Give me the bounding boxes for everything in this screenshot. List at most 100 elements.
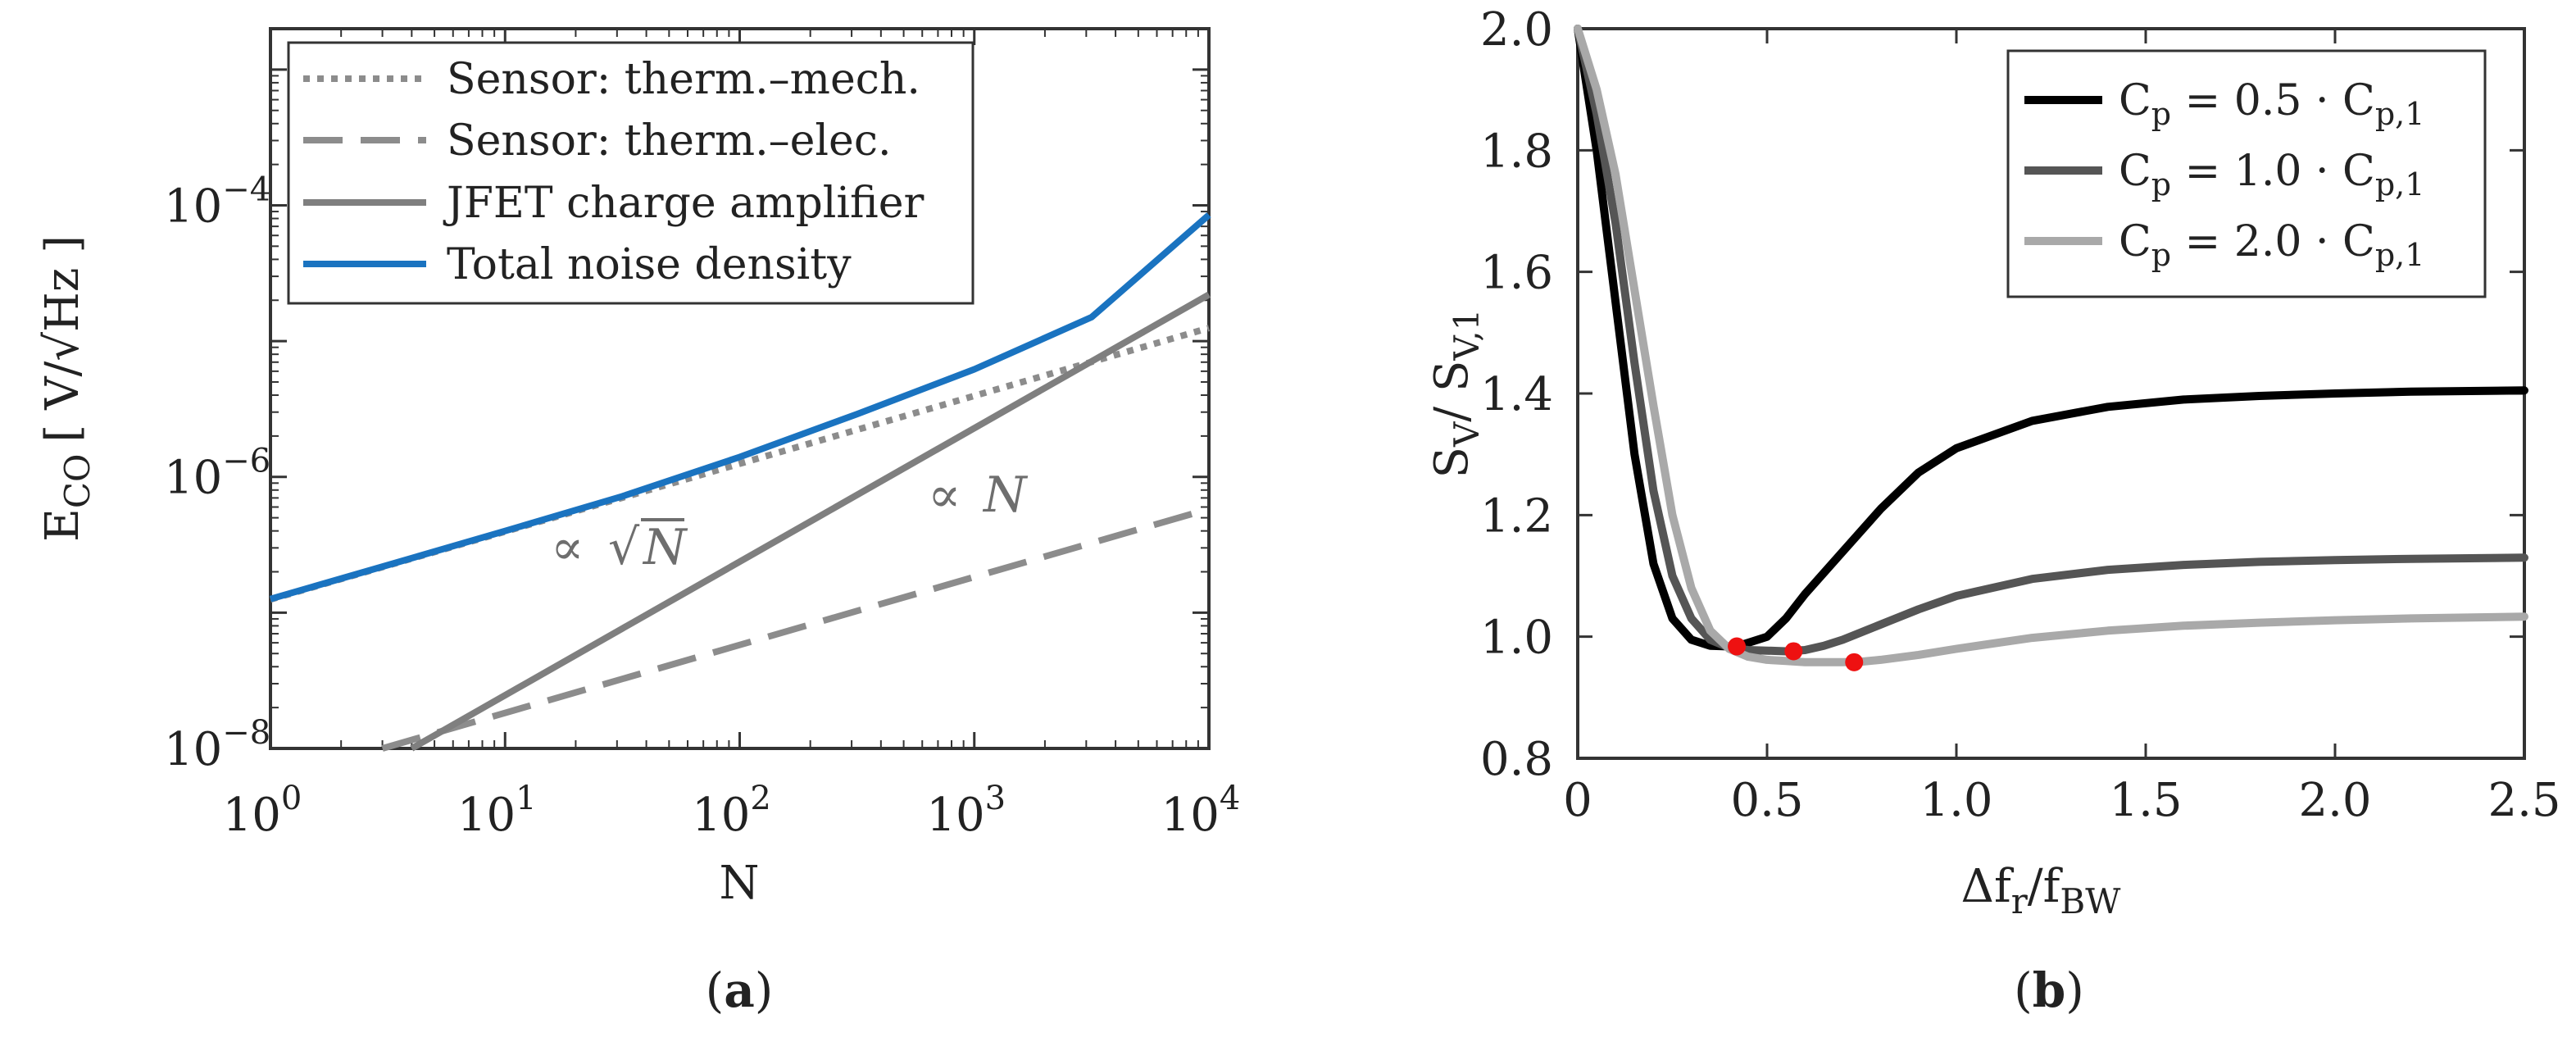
legend-label-jfet: JFET charge amplifier bbox=[443, 179, 924, 228]
a-y-tick-label: 10−6 bbox=[164, 443, 270, 505]
optimum-marker-1 bbox=[1784, 642, 1803, 661]
series-a-sensor-therm-elec bbox=[381, 506, 1211, 752]
y-label-b-sub2: V,1 bbox=[1447, 309, 1487, 362]
x-label-delta: Δf bbox=[1961, 860, 2015, 913]
y-label-b-sub1: V bbox=[1447, 421, 1487, 448]
legend-label-therm-elec: Sensor: therm.–elec. bbox=[447, 116, 891, 166]
series-a-jfet-charge-amplifier bbox=[410, 291, 1211, 752]
a-x-tick-base: 10 bbox=[926, 789, 984, 842]
legend-b-2-p: p bbox=[2151, 237, 2171, 273]
panel-b-legend: Cp = 0.5 · Cp,1 Cp = 1.0 · Cp,1 Cp = 2.0… bbox=[2006, 49, 2487, 298]
legend-b-label-1: Cp = 1.0 · Cp,1 bbox=[2119, 147, 2424, 202]
y-label-sub: CO bbox=[57, 454, 98, 509]
y-label-main: E bbox=[36, 508, 89, 542]
a-x-tick-base: 10 bbox=[1161, 789, 1220, 842]
legend-b-1-eq: = 1.0 · C bbox=[2171, 147, 2375, 196]
y-label-unit: [ V/√Hz ] bbox=[36, 235, 89, 443]
b-y-tick-label: 1.0 bbox=[1480, 612, 1553, 665]
legend-b-label-2: Cp = 2.0 · Cp,1 bbox=[2119, 217, 2424, 273]
panel-b: 0 0.5 1.0 1.5 2.0 2.5 0.8 1.0 1.2 1.4 1.6 1.8 2.0 Cp… bbox=[1425, 3, 2561, 1018]
a-y-tick-exp: −6 bbox=[222, 443, 270, 480]
annotation-sqrt-n-sign: √ bbox=[608, 519, 640, 576]
caption-a-close: ) bbox=[755, 962, 774, 1018]
a-y-tick-base: 10 bbox=[164, 723, 222, 776]
panel-b-caption: (b) bbox=[2014, 962, 2084, 1018]
b-x-tick-label: 0.5 bbox=[1730, 774, 1803, 827]
panel-b-y-label: SV/ SV,1 bbox=[1425, 309, 1487, 479]
a-x-tick-exp: 2 bbox=[750, 780, 770, 817]
a-y-tick-exp: −8 bbox=[222, 714, 270, 752]
panel-a-caption: (a) bbox=[706, 962, 774, 1018]
b-y-tick-label: 1.4 bbox=[1480, 368, 1553, 421]
series-b-2 bbox=[1574, 25, 2528, 666]
a-x-tick-base: 10 bbox=[692, 789, 750, 842]
panel-a-legend: Sensor: therm.–mech. Sensor: therm.–elec… bbox=[287, 41, 975, 305]
x-label-sub2: BW bbox=[2060, 881, 2121, 921]
b-y-tick-label: 1.2 bbox=[1480, 489, 1553, 543]
a-y-tick-exp: −4 bbox=[222, 171, 270, 208]
x-label-slash: /f bbox=[2028, 860, 2064, 913]
series-a-sensor-therm-mech bbox=[269, 325, 1211, 603]
a-x-tick-exp: 3 bbox=[985, 780, 1006, 817]
a-x-tick-label: 101 bbox=[457, 780, 537, 842]
a-x-tick-base: 10 bbox=[457, 789, 516, 842]
legend-b-2-sub: p,1 bbox=[2375, 237, 2425, 273]
b-y-tick-label: 1.8 bbox=[1480, 125, 1553, 178]
b-x-tick-label: 1.0 bbox=[1920, 774, 1992, 827]
annotation-n: ∝ N bbox=[928, 466, 1029, 524]
panel-b-series bbox=[1574, 25, 2528, 666]
legend-b-1-p: p bbox=[2151, 166, 2171, 202]
optimum-marker-0 bbox=[1728, 637, 1747, 656]
y-label-b-slash: / S bbox=[1425, 361, 1479, 422]
legend-b-0-c: C bbox=[2119, 76, 2151, 125]
b-y-tick-label: 1.6 bbox=[1480, 247, 1553, 300]
legend-b-2-eq: = 2.0 · C bbox=[2171, 217, 2375, 266]
a-x-tick-label: 100 bbox=[223, 780, 302, 842]
a-x-tick-exp: 0 bbox=[281, 780, 302, 817]
b-x-tick-label: 0 bbox=[1563, 774, 1592, 827]
annotation-sqrt-n-prefix: ∝ bbox=[551, 519, 584, 576]
y-label-s1: S bbox=[1425, 447, 1479, 478]
series-b-1 bbox=[1574, 25, 2528, 656]
a-x-tick-exp: 1 bbox=[516, 780, 536, 817]
legend-box bbox=[287, 41, 975, 305]
a-y-tick-label: 10−8 bbox=[164, 714, 270, 776]
b-x-tick-label: 2.5 bbox=[2487, 774, 2560, 827]
series-b-0 bbox=[1574, 25, 2528, 651]
a-x-tick-base: 10 bbox=[223, 789, 281, 842]
panel-a-x-label: N bbox=[720, 857, 760, 910]
legend-b-1-c: C bbox=[2119, 147, 2151, 196]
legend-b-2-c: C bbox=[2119, 217, 2151, 266]
caption-b-close: ) bbox=[2065, 962, 2084, 1018]
annotation-sqrt-n: ∝ √ N bbox=[551, 518, 688, 576]
legend-label-therm-mech: Sensor: therm.–mech. bbox=[447, 55, 920, 104]
caption-b-letter: b bbox=[2033, 962, 2066, 1018]
a-x-tick-label: 104 bbox=[1161, 780, 1241, 842]
a-y-tick-base: 10 bbox=[164, 180, 222, 233]
legend-label-total: Total noise density bbox=[447, 240, 852, 289]
a-x-tick-label: 102 bbox=[692, 780, 771, 842]
legend-b-0-eq: = 0.5 · C bbox=[2171, 76, 2375, 125]
legend-b-label-0: Cp = 0.5 · Cp,1 bbox=[2119, 76, 2424, 132]
annotation-n-prefix: ∝ bbox=[928, 466, 961, 524]
panel-a-series bbox=[269, 212, 1211, 752]
a-x-tick-label: 103 bbox=[926, 780, 1006, 842]
legend-b-0-p: p bbox=[2151, 96, 2171, 132]
a-y-tick-base: 10 bbox=[164, 452, 222, 505]
b-x-tick-label: 1.5 bbox=[2109, 774, 2182, 827]
caption-b-open: ( bbox=[2014, 962, 2033, 1018]
series-a-total-noise-density bbox=[269, 212, 1211, 603]
b-y-tick-label: 2.0 bbox=[1480, 3, 1553, 57]
legend-b-1-sub: p,1 bbox=[2375, 166, 2425, 202]
panel-b-optimum-markers bbox=[1728, 637, 1864, 671]
legend-b-0-sub: p,1 bbox=[2375, 96, 2425, 132]
b-x-tick-label: 2.0 bbox=[2298, 774, 2371, 827]
a-y-tick-label: 10−4 bbox=[164, 171, 270, 233]
panel-b-ticks: 0 0.5 1.0 1.5 2.0 2.5 0.8 1.0 1.2 1.4 1.6 1.8 2.0 bbox=[1480, 3, 2561, 827]
x-label-sub1: r bbox=[2011, 881, 2029, 921]
caption-a-letter: a bbox=[724, 962, 755, 1018]
caption-a-open: ( bbox=[706, 962, 725, 1018]
annotation-sqrt-n-text: N bbox=[642, 519, 688, 576]
